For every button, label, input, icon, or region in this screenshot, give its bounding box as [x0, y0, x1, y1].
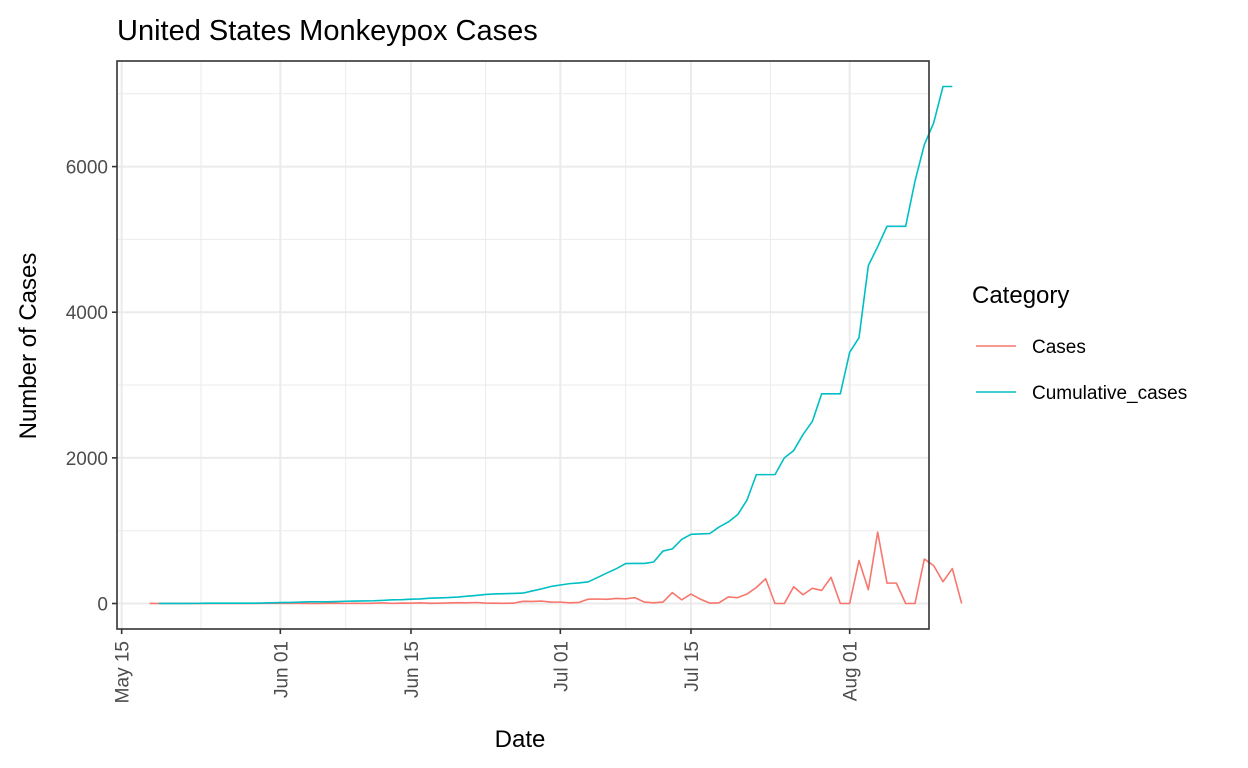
- legend-label: Cumulative_cases: [1032, 383, 1187, 404]
- y-tick-label: 0: [97, 595, 108, 616]
- x-tick-label: Jul 01: [551, 641, 572, 692]
- minor-gridlines: [117, 61, 929, 629]
- series-line-cases: [149, 531, 963, 605]
- x-tick-label: May 15: [113, 641, 134, 703]
- x-tick-label: Jun 15: [402, 641, 423, 698]
- x-tick-label: Jun 01: [271, 641, 292, 698]
- major-gridlines: [117, 61, 929, 629]
- chart-title: United States Monkeypox Cases: [117, 15, 538, 47]
- x-tick-label: Jul 15: [682, 641, 703, 692]
- x-axis: May 15 Jun 01 Jun 15 Jul 01 Jul 15 Aug 01: [113, 629, 862, 703]
- legend-title: Category: [972, 282, 1069, 309]
- y-tick-label: 4000: [66, 303, 108, 324]
- y-tick-label: 6000: [66, 158, 108, 179]
- panel-border: [116, 60, 930, 630]
- legend-label: Cases: [1032, 337, 1086, 358]
- series-line-cumulative-cases: [159, 85, 953, 605]
- y-axis-title: Number of Cases: [15, 253, 42, 440]
- plot-panel: [116, 60, 963, 630]
- x-tick-label: Aug 01: [841, 641, 862, 701]
- series-lines: [149, 85, 963, 605]
- y-axis: 0 2000 4000 6000: [66, 158, 117, 616]
- legend: Category Cases Cumulative_cases: [972, 282, 1187, 404]
- x-axis-title: Date: [495, 726, 546, 753]
- y-tick-label: 2000: [66, 449, 108, 470]
